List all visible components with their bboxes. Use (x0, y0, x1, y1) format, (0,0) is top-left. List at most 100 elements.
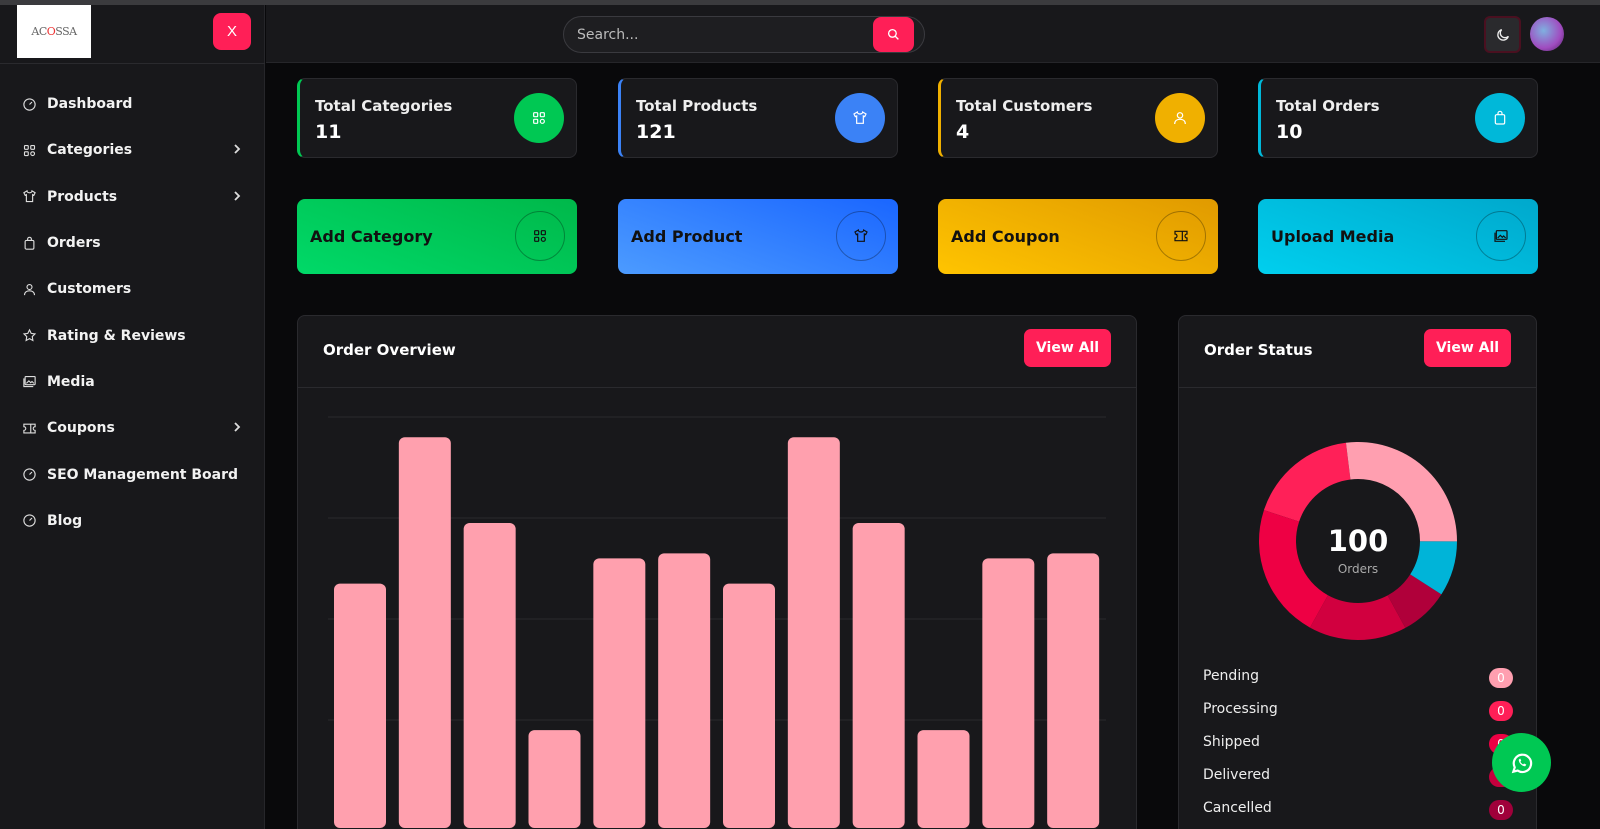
stat-title: Total Categories (315, 97, 453, 115)
search-input[interactable] (564, 26, 854, 43)
sidebar-item-label: Blog (47, 512, 83, 529)
sidebar-item-customers[interactable]: Customers (0, 266, 265, 312)
bar[interactable] (1047, 553, 1100, 828)
order-status-card: Order Status View All 100 Orders Pending… (1178, 315, 1537, 829)
bag-icon (24, 236, 35, 250)
bar[interactable] (658, 553, 711, 828)
action-icon-badge (1156, 211, 1206, 261)
donut-slice[interactable] (1345, 442, 1457, 542)
count-badge: 0 (1489, 668, 1513, 688)
view-all-orders-button[interactable]: View All (1024, 329, 1111, 367)
upload-media-button[interactable]: Upload Media (1258, 199, 1538, 274)
moon-icon (1496, 28, 1509, 41)
legend-item: Cancelled 0 (1203, 800, 1513, 829)
legend-label: Cancelled (1203, 800, 1272, 816)
donut-slice[interactable] (1310, 595, 1406, 640)
grid-icon (534, 230, 546, 242)
action-icon-badge (836, 211, 886, 261)
sidebar-item-products[interactable]: Products (0, 174, 265, 220)
whatsapp-icon (1511, 753, 1532, 773)
bar[interactable] (982, 558, 1035, 828)
add-coupon-button[interactable]: Add Coupon (938, 199, 1218, 274)
ticket-icon (23, 423, 36, 434)
action-icon-badge (1476, 211, 1526, 261)
images-icon (1494, 230, 1508, 242)
ticket-icon (1174, 230, 1188, 242)
sidebar-item-label: Customers (47, 281, 132, 298)
bar[interactable] (528, 730, 581, 828)
add-category-button[interactable]: Add Category (297, 199, 577, 274)
bar[interactable] (334, 583, 386, 828)
bar[interactable] (723, 583, 775, 828)
legend-label: Delivered (1203, 767, 1271, 783)
action-label: Upload Media (1271, 227, 1395, 246)
sidebar-item-orders[interactable]: Orders (0, 220, 265, 266)
donut-slice[interactable] (1387, 574, 1442, 628)
view-all-status-button[interactable]: View All (1424, 329, 1511, 367)
sidebar-item-rating-reviews[interactable]: Rating & Reviews (0, 312, 265, 358)
bar[interactable] (917, 730, 970, 828)
legend-item: Processing 0 (1203, 701, 1513, 734)
divider (0, 63, 265, 64)
donut-slice[interactable] (1259, 510, 1328, 628)
gauge-icon (23, 514, 36, 527)
sidebar-nav: Dashboard Categories Products Orders Custome… (0, 81, 265, 544)
chevron-right-icon (234, 144, 241, 154)
bar[interactable] (787, 437, 840, 828)
bar[interactable] (398, 437, 451, 828)
bar[interactable] (852, 523, 905, 828)
sidebar-item-blog[interactable]: Blog (0, 498, 265, 544)
action-label: Add Category (310, 227, 433, 246)
order-overview-card: Order Overview View All (297, 315, 1137, 829)
donut-slice[interactable] (1263, 442, 1351, 522)
sidebar-item-label: SEO Management Board (47, 466, 239, 483)
logo[interactable]: ACOSSA (17, 5, 91, 58)
legend-label: Shipped (1203, 734, 1260, 750)
stat-title: Total Customers (956, 97, 1093, 115)
sidebar-item-label: Rating & Reviews (47, 327, 186, 344)
sidebar-item-coupons[interactable]: Coupons (0, 405, 265, 451)
stat-icon-badge (514, 93, 564, 143)
gauge-icon (23, 97, 36, 111)
sidebar-item-label: Orders (47, 235, 101, 252)
sidebar: ACOSSA X Dashboard Categories Products Orde… (0, 5, 265, 829)
status-legend: Pending0Processing0Shipped0Delivered0Can… (1203, 668, 1513, 829)
stat-value: 121 (636, 121, 676, 143)
sidebar-item-label: Media (47, 373, 95, 390)
grid-icon (533, 112, 545, 124)
top-header (266, 5, 1600, 63)
bar[interactable] (463, 523, 516, 828)
user-avatar[interactable] (1530, 17, 1564, 51)
search-button[interactable] (873, 17, 914, 52)
sidebar-item-label: Dashboard (47, 96, 133, 113)
legend-item: Delivered0 (1203, 767, 1513, 800)
sidebar-item-media[interactable]: Media (0, 359, 265, 405)
sidebar-item-categories[interactable]: Categories (0, 127, 265, 173)
theme-toggle-button[interactable] (1484, 16, 1521, 53)
browser-top-strip (0, 0, 1600, 5)
stat-card: Total Customers 4 (938, 78, 1218, 158)
bag-icon (1494, 110, 1506, 125)
sidebar-item-dashboard[interactable]: Dashboard (0, 81, 265, 127)
stat-title: Total Orders (1276, 97, 1380, 115)
star-icon (22, 328, 37, 342)
stat-icon-badge (1475, 93, 1525, 143)
sidebar-item-seo-management-board[interactable]: SEO Management Board (0, 451, 265, 497)
grid-icon (23, 144, 36, 156)
sidebar-item-label: Products (47, 188, 118, 205)
add-product-button[interactable]: Add Product (618, 199, 898, 274)
donut-slice[interactable] (1410, 541, 1457, 595)
order-overview-chart (328, 416, 1106, 828)
legend-label: Processing (1203, 701, 1278, 717)
bar[interactable] (593, 558, 646, 828)
chevron-right-icon (234, 422, 241, 432)
whatsapp-button[interactable] (1492, 733, 1551, 792)
order-status-donut: 100 Orders (1259, 442, 1457, 640)
donut-center-label: Orders (1338, 562, 1378, 576)
count-badge: 0 (1489, 800, 1513, 820)
stat-card: Total Orders 10 (1258, 78, 1538, 158)
sidebar-item-label: Categories (47, 142, 133, 159)
stat-card: Total Categories 11 (297, 78, 577, 158)
card-title: Order Status (1204, 341, 1313, 359)
close-sidebar-button[interactable]: X (213, 13, 251, 50)
